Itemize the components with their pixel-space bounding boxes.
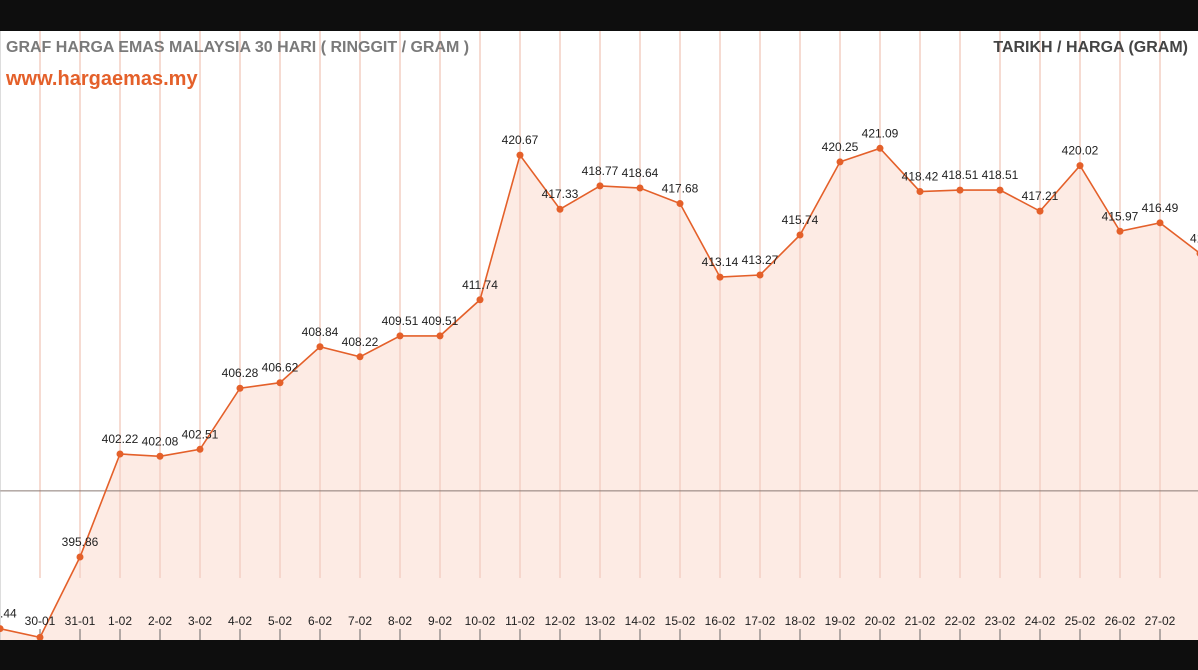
data-label: 413.27 [742,253,779,267]
x-tick-label: 5-02 [268,614,292,628]
data-label: 406.28 [222,366,259,380]
data-point [196,445,204,453]
x-tick-label: 25-02 [1065,614,1096,628]
data-point [156,452,164,460]
data-label: 408.22 [342,335,379,349]
x-tick-label: 24-02 [1025,614,1056,628]
data-label: 421.09 [862,126,899,140]
data-label: 402.51 [182,427,219,441]
x-tick-label: 12-02 [545,614,576,628]
x-tick-label: 17-02 [745,614,776,628]
x-tick-label: 11-02 [505,614,535,628]
x-tick-label: 16-02 [705,614,736,628]
data-point [1116,227,1124,235]
data-point [76,553,84,561]
data-label: 418.77 [582,164,619,178]
data-label: 414 [1190,231,1198,245]
data-point [636,184,644,192]
site-link[interactable]: www.hargaemas.my [6,68,198,90]
x-tick-label: 2-02 [148,614,172,628]
data-label: 420.02 [1062,144,1099,158]
data-label: 417.33 [542,187,579,201]
data-label: 395.86 [62,535,99,549]
data-label: 417.68 [662,182,699,196]
data-point [836,158,844,166]
data-point [1156,219,1164,227]
x-tick-label: 19-02 [825,614,856,628]
data-label: 415.97 [1102,209,1139,223]
data-label: 418.42 [902,170,939,184]
data-point [356,353,364,361]
data-label: 408.84 [302,325,339,339]
chart-title: GRAF HARGA EMAS MALAYSIA 30 HARI ( RINGG… [6,39,470,56]
data-point [0,625,4,633]
data-point [316,343,324,351]
data-label: 409.51 [382,314,419,328]
x-tick-label: 31-01 [65,614,96,628]
data-point [916,188,924,196]
x-tick-label: 10-02 [465,614,496,628]
data-point [436,332,444,340]
data-point [1076,162,1084,170]
x-tick-label: 21-02 [905,614,936,628]
data-point [116,450,124,458]
legend-label: TARIKH / HARGA (GRAM) [993,39,1188,56]
data-point [516,151,524,159]
area-fill [0,148,1198,640]
data-label: 420.25 [822,140,859,154]
data-point [276,379,284,387]
data-point [596,182,604,190]
data-point [956,186,964,194]
data-point [756,271,764,279]
data-point [796,231,804,239]
x-tick-label: 7-02 [348,614,372,628]
x-tick-label: 4-02 [228,614,252,628]
data-label: 416.49 [1142,201,1179,215]
data-label: 402.22 [102,432,139,446]
x-tick-label: 20-02 [865,614,896,628]
x-tick-label: 1-02 [108,614,132,628]
data-label: 420.67 [502,133,539,147]
x-tick-label: 6-02 [308,614,332,628]
data-label: 415.74 [782,213,819,227]
gold-price-chart: .44 30-01 395.86 31-01 402.22 1-02 402.08 2-02 4… [0,31,1198,640]
data-label: 406.62 [262,361,299,375]
data-point [996,186,1004,194]
x-tick-label: 8-02 [388,614,412,628]
x-tick-label: 15-02 [665,614,696,628]
x-tick-label: 26-02 [1105,614,1136,628]
data-point [236,384,244,392]
data-point [476,296,484,304]
chart-panel: .44 30-01 395.86 31-01 402.22 1-02 402.08 2-02 4… [0,31,1198,640]
data-point [396,332,404,340]
data-label: 418.51 [942,168,979,182]
x-tick-label: 22-02 [945,614,976,628]
data-point [556,205,564,213]
data-label: .44 [0,607,17,621]
x-tick-label: 30-01 [25,614,56,628]
x-tick-label: 3-02 [188,614,212,628]
x-tick-label: 13-02 [585,614,616,628]
x-tick-label: 9-02 [428,614,452,628]
data-label: 413.14 [702,255,739,269]
data-label: 418.64 [622,166,659,180]
data-label: 417.21 [1022,189,1059,203]
data-label: 411.74 [462,278,498,292]
x-tick-label: 14-02 [625,614,656,628]
x-tick-label: 18-02 [785,614,816,628]
x-tick-label: 27-02 [1145,614,1176,628]
data-label: 418.51 [982,168,1019,182]
data-label: 409.51 [422,314,459,328]
data-label: 402.08 [142,434,179,448]
data-point [1036,207,1044,215]
data-point [716,273,724,281]
data-point [876,144,884,152]
x-tick-label: 23-02 [985,614,1016,628]
data-point [36,633,44,640]
data-point [676,200,684,208]
